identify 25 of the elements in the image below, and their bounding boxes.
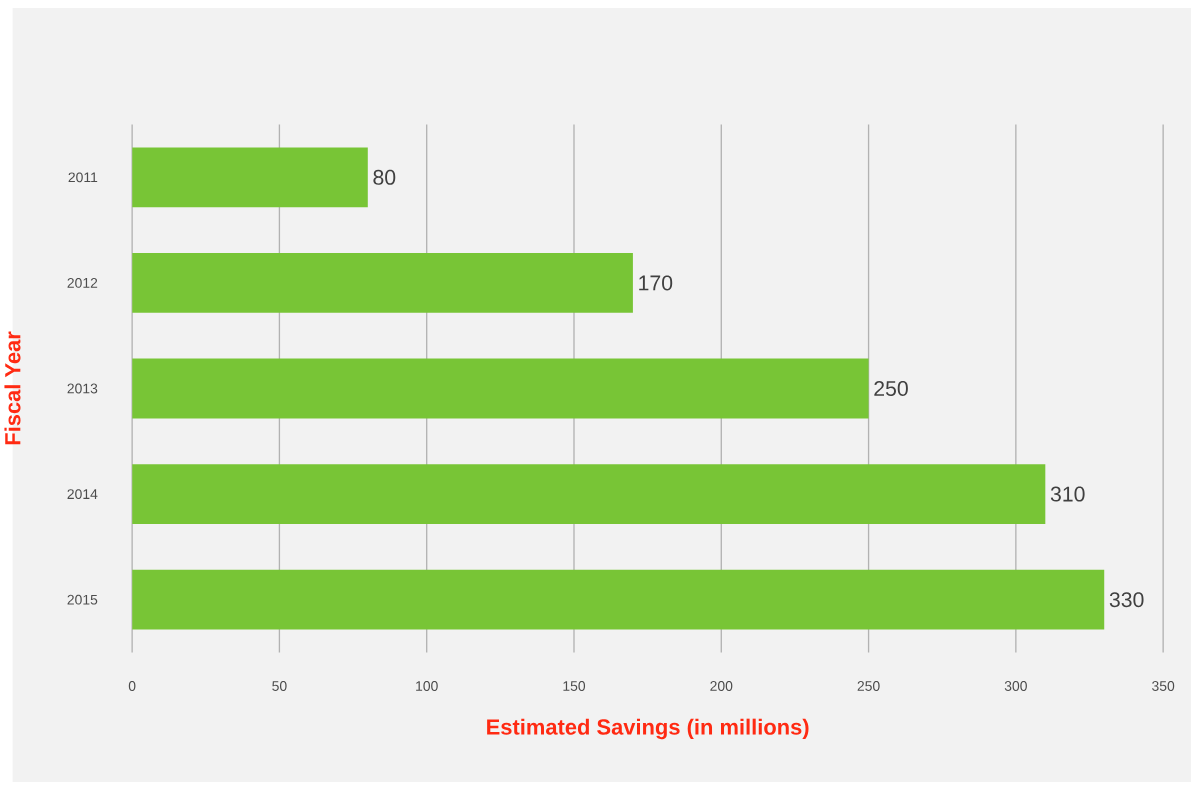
data-label: 330 xyxy=(1109,592,1144,608)
y-tick-label: 2015 xyxy=(67,594,98,605)
data-label: 80 xyxy=(373,169,396,185)
x-tick-label: 350 xyxy=(1152,681,1175,691)
bar xyxy=(132,147,368,208)
bar xyxy=(132,253,633,313)
y-tick-label: 2013 xyxy=(67,383,98,394)
x-tick-label: 100 xyxy=(416,681,438,691)
data-label: 170 xyxy=(639,275,673,291)
x-tick-label: 150 xyxy=(563,681,586,691)
x-tick-label: 50 xyxy=(272,681,287,691)
x-axis-title: Estimated Savings (in millions) xyxy=(487,718,809,740)
data-label: 250 xyxy=(874,380,908,397)
x-tick-label: 200 xyxy=(710,681,733,691)
bar xyxy=(132,358,869,419)
bar xyxy=(132,464,1046,524)
data-label: 310 xyxy=(1050,486,1085,502)
x-tick-label: 0 xyxy=(128,681,136,691)
x-tick-label: 300 xyxy=(1004,681,1027,691)
y-tick-label: 2012 xyxy=(67,277,98,288)
y-axis-title: Fiscal Year xyxy=(4,331,21,445)
y-tick-label: 2011 xyxy=(68,172,98,183)
bar xyxy=(132,569,1105,630)
y-tick-label: 2014 xyxy=(67,489,98,500)
x-tick-label: 250 xyxy=(857,681,880,691)
